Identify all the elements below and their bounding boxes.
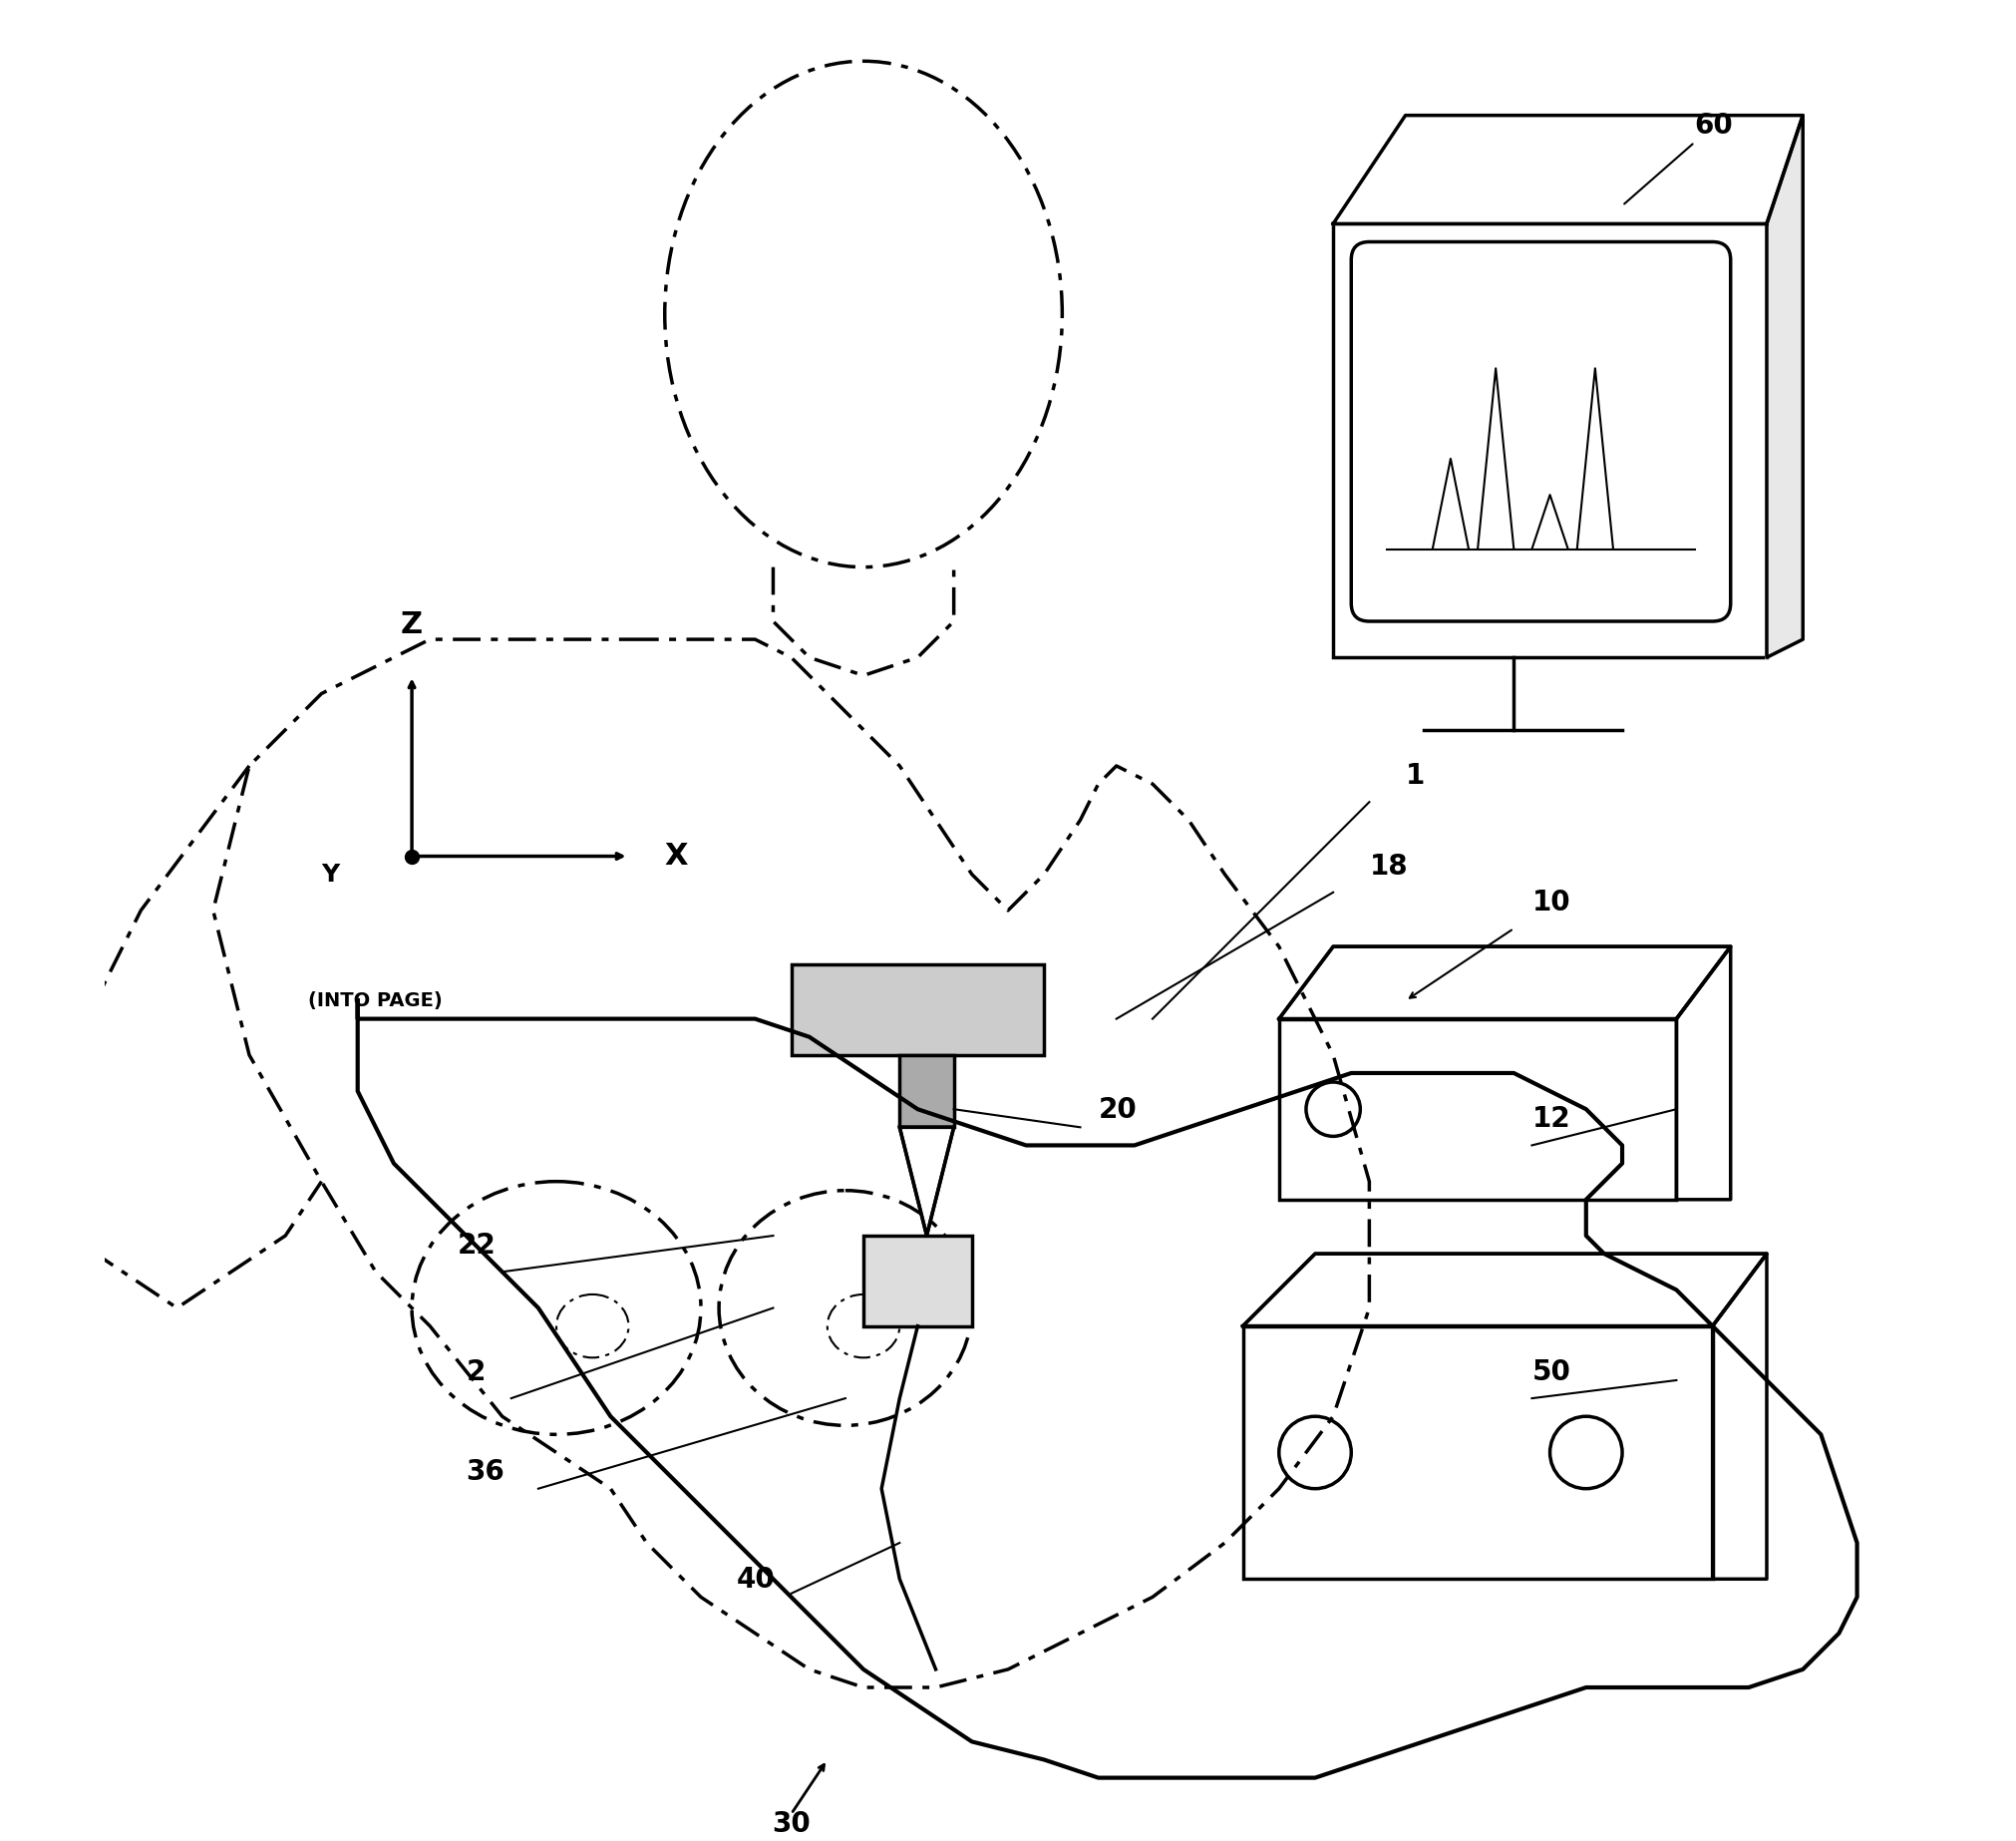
Text: 10: 10 <box>1532 889 1570 917</box>
Polygon shape <box>899 1127 954 1235</box>
Polygon shape <box>1242 1254 1766 1326</box>
Text: X: X <box>665 841 687 871</box>
Text: 50: 50 <box>1532 1359 1570 1386</box>
Text: Z: Z <box>401 611 423 639</box>
Text: 12: 12 <box>1532 1105 1570 1134</box>
Polygon shape <box>1278 946 1730 1018</box>
Text: 40: 40 <box>738 1567 776 1594</box>
Text: Y: Y <box>321 862 339 886</box>
FancyBboxPatch shape <box>790 965 1044 1055</box>
Text: (INTO PAGE): (INTO PAGE) <box>308 992 444 1011</box>
Polygon shape <box>1766 116 1802 657</box>
Text: 30: 30 <box>772 1810 810 1837</box>
Polygon shape <box>1333 116 1802 225</box>
Text: 22: 22 <box>458 1232 496 1259</box>
Text: 1: 1 <box>1405 762 1425 790</box>
Text: 20: 20 <box>1099 1095 1137 1125</box>
Text: 18: 18 <box>1369 852 1407 880</box>
Text: 36: 36 <box>466 1458 504 1486</box>
Text: 2: 2 <box>466 1359 486 1386</box>
Text: 60: 60 <box>1625 112 1734 204</box>
FancyBboxPatch shape <box>899 1055 954 1127</box>
FancyBboxPatch shape <box>863 1235 972 1326</box>
